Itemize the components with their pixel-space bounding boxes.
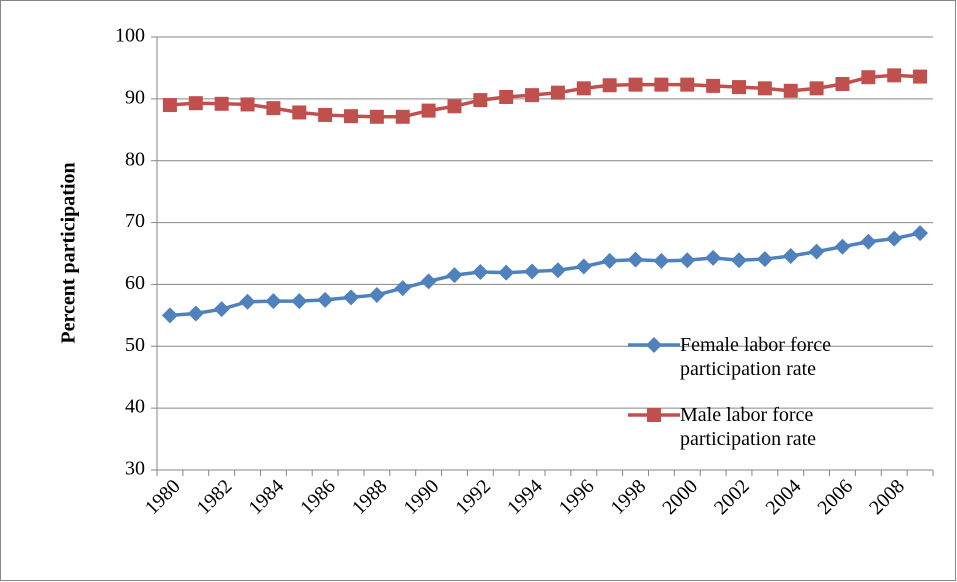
data-point — [913, 69, 928, 84]
data-point — [472, 264, 489, 281]
data-point — [420, 273, 437, 290]
data-point — [421, 103, 436, 118]
data-point — [575, 258, 592, 275]
y-tick-label: 90 — [125, 86, 145, 108]
legend-label: Male labor force participation rate — [680, 404, 817, 450]
y-tick-label: 40 — [125, 396, 145, 418]
y-tick-label: 30 — [125, 458, 145, 480]
data-point — [550, 85, 565, 100]
data-point — [654, 77, 669, 92]
data-point — [576, 81, 591, 96]
data-point — [757, 81, 772, 96]
data-point — [628, 77, 643, 92]
data-point — [473, 93, 488, 108]
data-point — [705, 249, 722, 266]
data-point — [292, 105, 307, 120]
data-point — [549, 262, 566, 279]
data-point — [524, 263, 541, 280]
data-point — [782, 247, 799, 264]
data-point — [395, 109, 410, 124]
data-point — [318, 107, 333, 122]
y-tick-label: 80 — [125, 148, 145, 170]
data-point — [860, 233, 877, 250]
data-point — [498, 264, 515, 281]
y-tick-label: 60 — [125, 272, 145, 294]
data-point — [291, 293, 308, 310]
y-axis-label: Percent participation — [58, 162, 80, 343]
data-point — [213, 301, 230, 318]
legend-marker — [646, 337, 662, 353]
data-point — [499, 90, 514, 105]
data-point — [912, 225, 929, 242]
data-point — [368, 286, 385, 303]
data-point — [187, 305, 204, 322]
data-point — [394, 280, 411, 297]
data-point — [887, 68, 902, 83]
data-point — [602, 78, 617, 93]
legend-label: Female labor force participation rate — [680, 334, 832, 380]
data-point — [239, 293, 256, 310]
y-tick-label: 100 — [115, 25, 145, 47]
data-point — [653, 252, 670, 269]
y-tick-label: 70 — [125, 210, 145, 232]
data-point — [886, 230, 903, 247]
data-point — [369, 109, 384, 124]
y-tick-label: 50 — [125, 334, 145, 356]
data-point — [835, 77, 850, 92]
data-point — [834, 238, 851, 255]
legend-marker — [647, 408, 661, 422]
data-point — [525, 88, 540, 103]
data-point — [783, 83, 798, 98]
data-point — [344, 109, 358, 124]
data-point — [601, 252, 618, 269]
data-point — [447, 99, 462, 114]
data-point — [756, 251, 773, 268]
data-point — [343, 289, 359, 306]
data-point — [680, 77, 695, 92]
data-point — [161, 307, 178, 324]
data-point — [732, 80, 746, 95]
data-point — [214, 96, 229, 111]
data-point — [317, 291, 334, 308]
data-point — [706, 78, 721, 93]
data-point — [809, 81, 824, 96]
data-point — [265, 293, 282, 310]
data-point — [627, 251, 644, 268]
data-point — [162, 98, 177, 113]
data-point — [188, 96, 203, 111]
data-point — [240, 97, 255, 112]
data-point — [861, 70, 876, 85]
data-point — [731, 252, 747, 269]
data-point — [266, 101, 281, 116]
data-point — [808, 243, 825, 260]
data-point — [446, 267, 463, 284]
data-point — [679, 252, 696, 269]
